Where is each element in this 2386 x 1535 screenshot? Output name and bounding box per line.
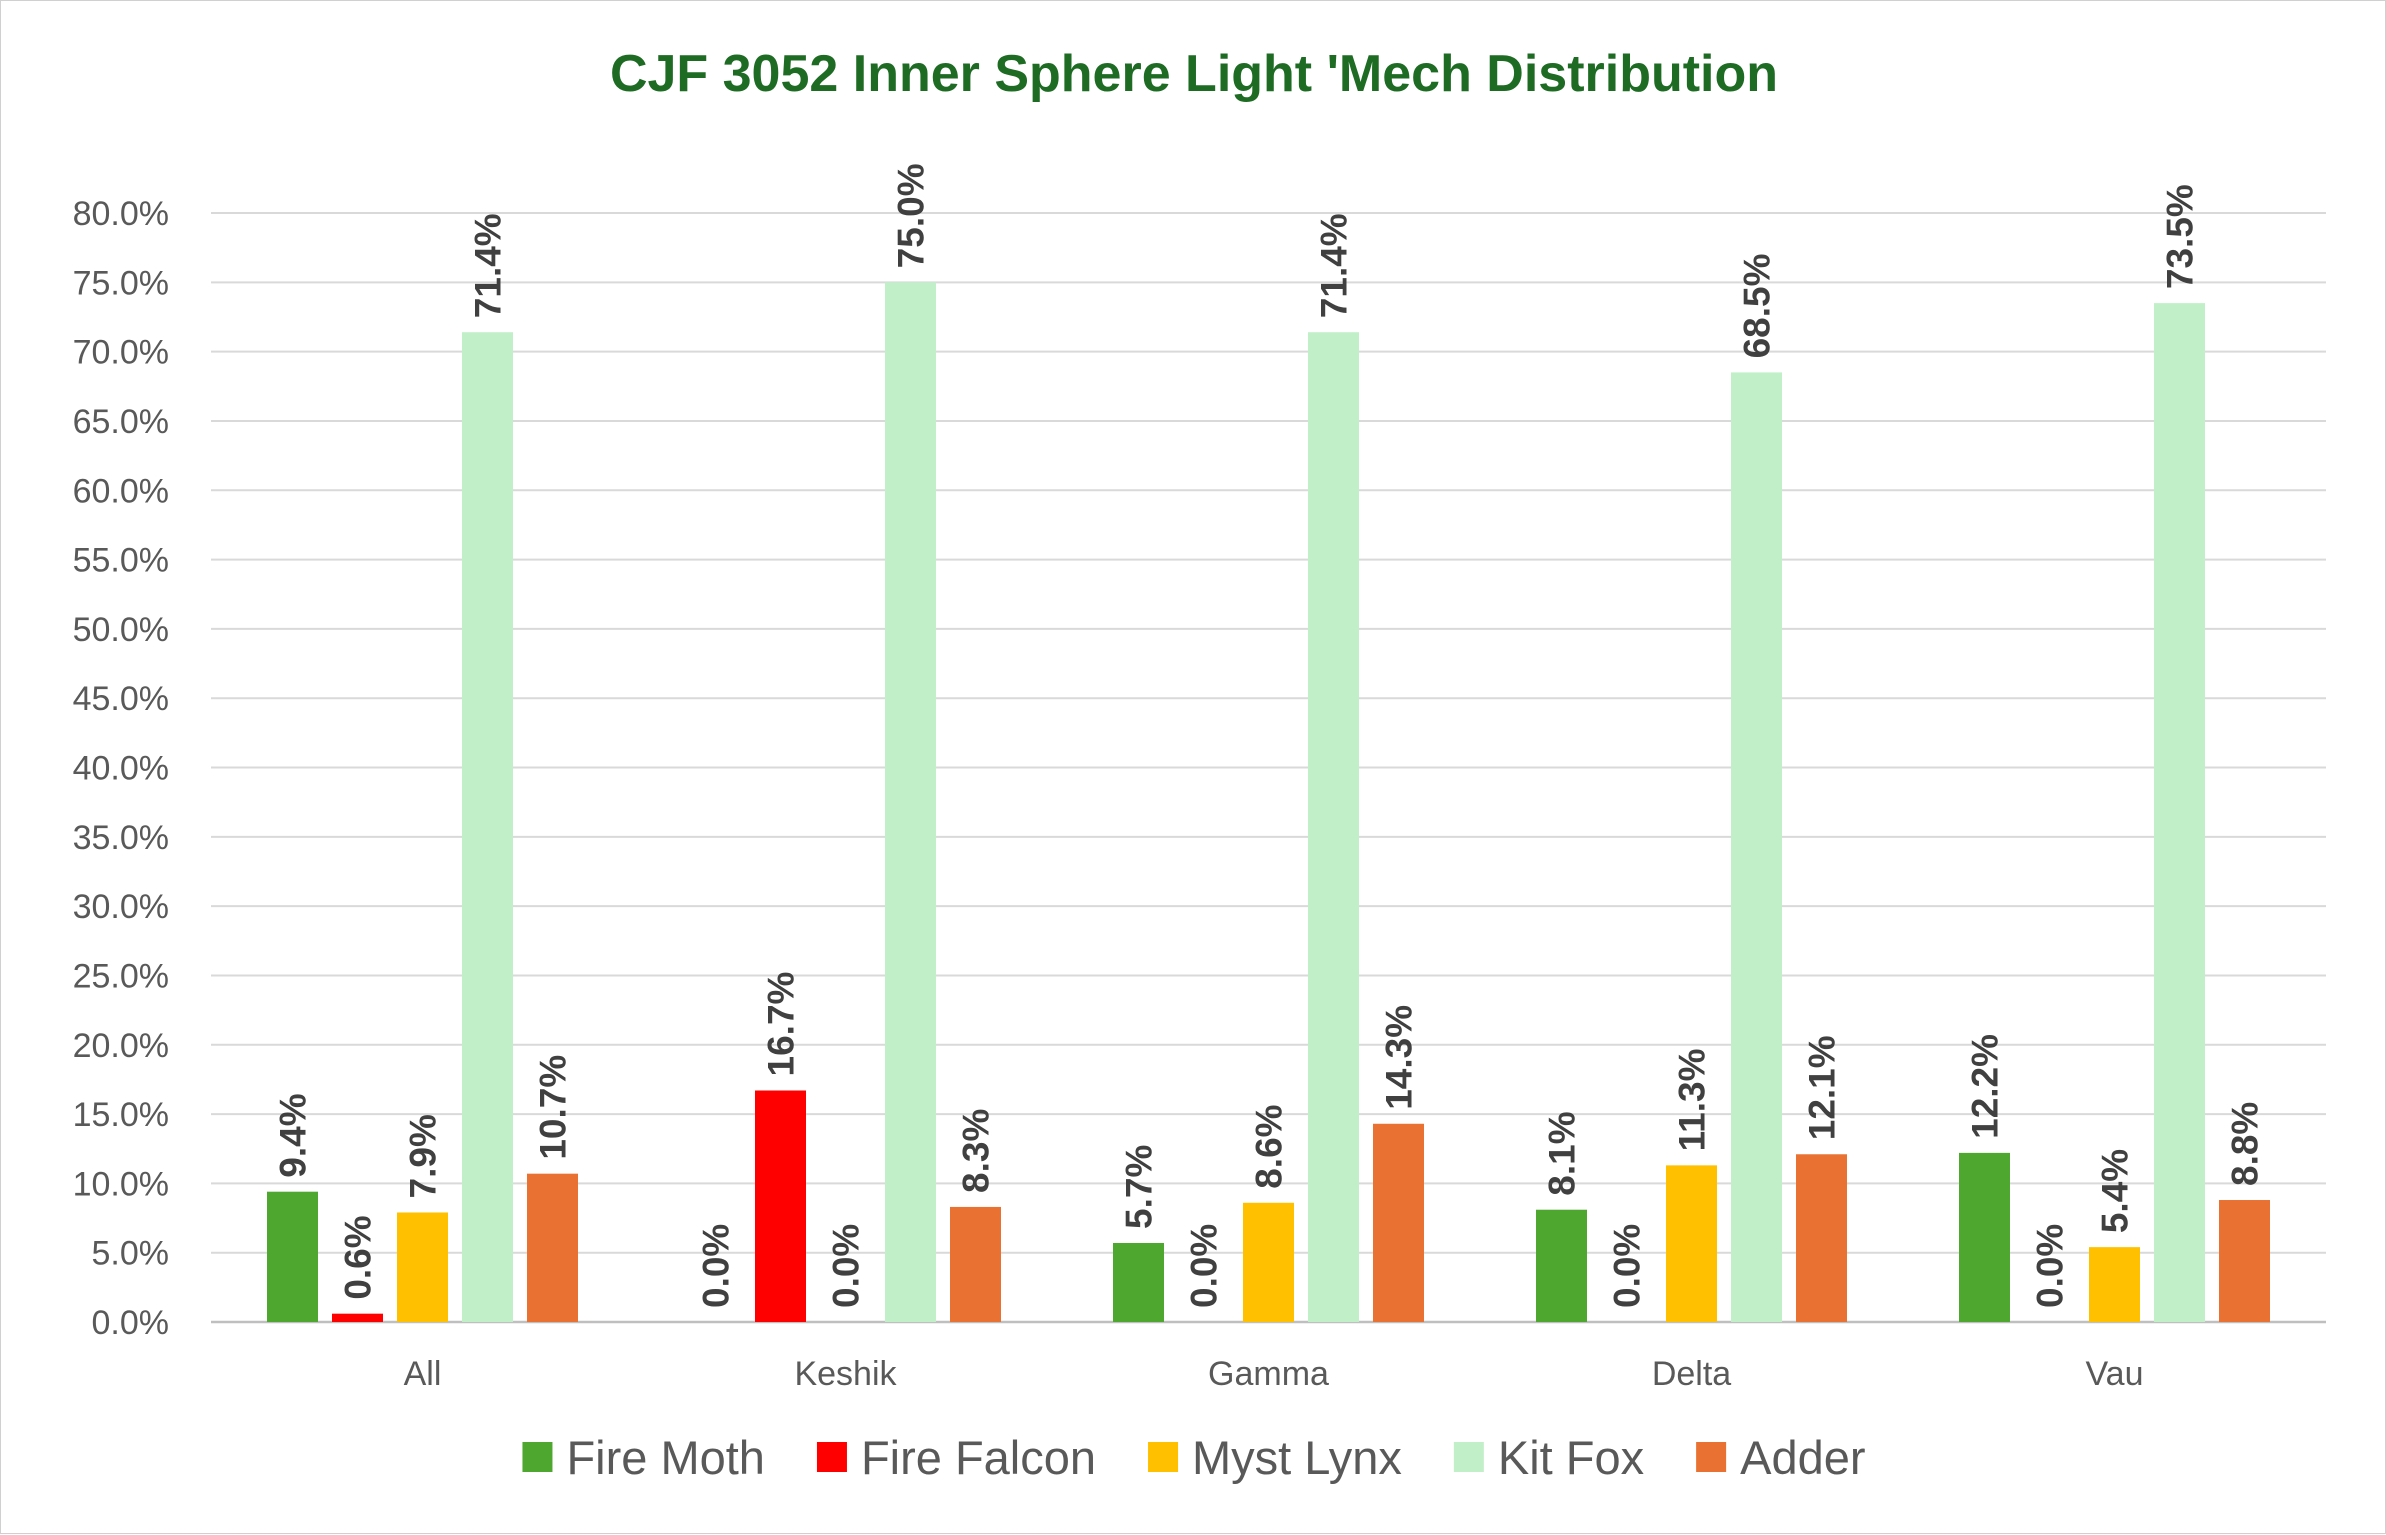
x-category-label: Keshik xyxy=(794,1355,897,1393)
data-label: 0.0% xyxy=(826,1224,867,1308)
bar-fire-moth-gamma xyxy=(1113,1242,1164,1322)
bar-fire-falcon-all xyxy=(332,1313,383,1322)
y-axis-ticks: 0.0% 5.0% 10.0% 15.0% 20.0% 25.0% 30.0% 35.0% 40… xyxy=(73,195,169,1342)
y-tick-label: 30.0% xyxy=(73,888,169,926)
legend-swatch xyxy=(816,1442,847,1472)
bar-fire-moth-vau xyxy=(1959,1152,2010,1322)
y-tick-label: 55.0% xyxy=(73,542,169,580)
x-category-label: Delta xyxy=(1652,1355,1731,1393)
bar-fire-moth-all xyxy=(267,1191,318,1322)
x-category-label: Vau xyxy=(2086,1355,2144,1393)
bar-adder-vau xyxy=(2219,1200,2270,1322)
bar-kit-fox-delta xyxy=(1731,372,1782,1322)
y-tick-label: 70.0% xyxy=(73,334,169,372)
y-tick-label: 60.0% xyxy=(73,472,169,510)
data-label: 14.3% xyxy=(1379,1005,1420,1110)
legend-label: Fire Falcon xyxy=(861,1431,1096,1484)
legend-label: Myst Lynx xyxy=(1192,1431,1402,1484)
data-label: 0.0% xyxy=(696,1224,737,1308)
legend-swatch xyxy=(522,1442,553,1472)
data-label: 71.4% xyxy=(1314,213,1355,318)
y-tick-label: 75.0% xyxy=(73,264,169,302)
legend-item: Adder xyxy=(1696,1431,1866,1484)
legend-swatch xyxy=(1453,1442,1484,1472)
y-tick-label: 65.0% xyxy=(73,403,169,441)
chart-title: CJF 3052 Inner Sphere Light 'Mech Distri… xyxy=(610,45,1778,103)
data-label: 71.4% xyxy=(468,213,509,318)
data-label: 8.8% xyxy=(2225,1102,2266,1186)
data-label: 68.5% xyxy=(1737,253,1778,358)
data-label: 5.7% xyxy=(1119,1145,1160,1229)
data-label: 0.0% xyxy=(2030,1224,2071,1308)
legend-label: Kit Fox xyxy=(1498,1431,1644,1484)
x-category-label: Gamma xyxy=(1208,1355,1329,1393)
bar-myst-lynx-gamma xyxy=(1243,1202,1294,1322)
y-tick-label: 0.0% xyxy=(92,1304,170,1342)
data-label: 75.0% xyxy=(891,163,932,268)
data-label: 12.1% xyxy=(1802,1035,1843,1140)
y-tick-label: 50.0% xyxy=(73,611,169,649)
data-label: 0.0% xyxy=(1184,1224,1225,1308)
bars xyxy=(267,282,2270,1322)
bar-adder-all xyxy=(527,1173,578,1322)
legend-label: Adder xyxy=(1740,1431,1865,1484)
bar-adder-delta xyxy=(1796,1154,1847,1322)
data-label: 5.4% xyxy=(2095,1149,2136,1233)
y-tick-label: 20.0% xyxy=(73,1027,169,1065)
bar-fire-moth-delta xyxy=(1536,1209,1587,1322)
y-tick-label: 10.0% xyxy=(73,1165,169,1203)
data-label: 8.3% xyxy=(956,1109,997,1193)
y-tick-label: 35.0% xyxy=(73,819,169,857)
bar-adder-keshik xyxy=(950,1206,1001,1322)
y-tick-label: 80.0% xyxy=(73,195,169,233)
legend-item: Myst Lynx xyxy=(1148,1431,1402,1484)
data-label: 0.6% xyxy=(338,1215,379,1299)
bar-myst-lynx-delta xyxy=(1666,1165,1717,1322)
bar-fire-falcon-keshik xyxy=(755,1090,806,1322)
data-label: 0.0% xyxy=(1607,1224,1648,1308)
x-category-label: All xyxy=(404,1355,442,1393)
data-label: 11.3% xyxy=(1672,1048,1713,1151)
bar-myst-lynx-vau xyxy=(2089,1247,2140,1322)
bar-adder-gamma xyxy=(1373,1123,1424,1322)
x-axis-categories: All Keshik Gamma Delta Vau xyxy=(404,1355,2144,1393)
data-label: 9.4% xyxy=(273,1093,314,1177)
data-label: 8.6% xyxy=(1249,1104,1290,1188)
legend-label: Fire Moth xyxy=(566,1431,765,1484)
y-tick-label: 15.0% xyxy=(73,1096,169,1134)
y-tick-label: 45.0% xyxy=(73,680,169,718)
legend-swatch xyxy=(1148,1442,1179,1472)
legend-item: Fire Moth xyxy=(522,1431,765,1484)
bar-myst-lynx-all xyxy=(397,1212,448,1322)
legend-item: Fire Falcon xyxy=(816,1431,1096,1484)
bar-kit-fox-all xyxy=(462,332,513,1322)
bar-kit-fox-gamma xyxy=(1308,332,1359,1322)
data-label: 7.9% xyxy=(403,1114,444,1198)
legend: Fire Moth Fire Falcon Myst Lynx Kit Fox Adde… xyxy=(522,1431,1866,1484)
gridlines xyxy=(211,212,2326,1324)
y-tick-label: 5.0% xyxy=(92,1235,170,1273)
bar-kit-fox-vau xyxy=(2154,303,2205,1322)
bar-kit-fox-keshik xyxy=(885,282,936,1322)
data-label: 8.1% xyxy=(1542,1111,1583,1195)
data-label: 16.7% xyxy=(761,972,802,1077)
legend-item: Kit Fox xyxy=(1453,1431,1644,1484)
data-label: 12.2% xyxy=(1965,1034,2006,1139)
data-label: 10.7% xyxy=(533,1055,574,1160)
y-tick-label: 25.0% xyxy=(73,957,169,995)
y-tick-label: 40.0% xyxy=(73,750,169,788)
data-label: 73.5% xyxy=(2160,184,2201,289)
legend-swatch xyxy=(1696,1442,1727,1472)
data-labels: 9.4% 0.6% 7.9% 71.4% 10.7% 0.0% 16.7% 0.0% 75.0%… xyxy=(273,163,2266,1308)
